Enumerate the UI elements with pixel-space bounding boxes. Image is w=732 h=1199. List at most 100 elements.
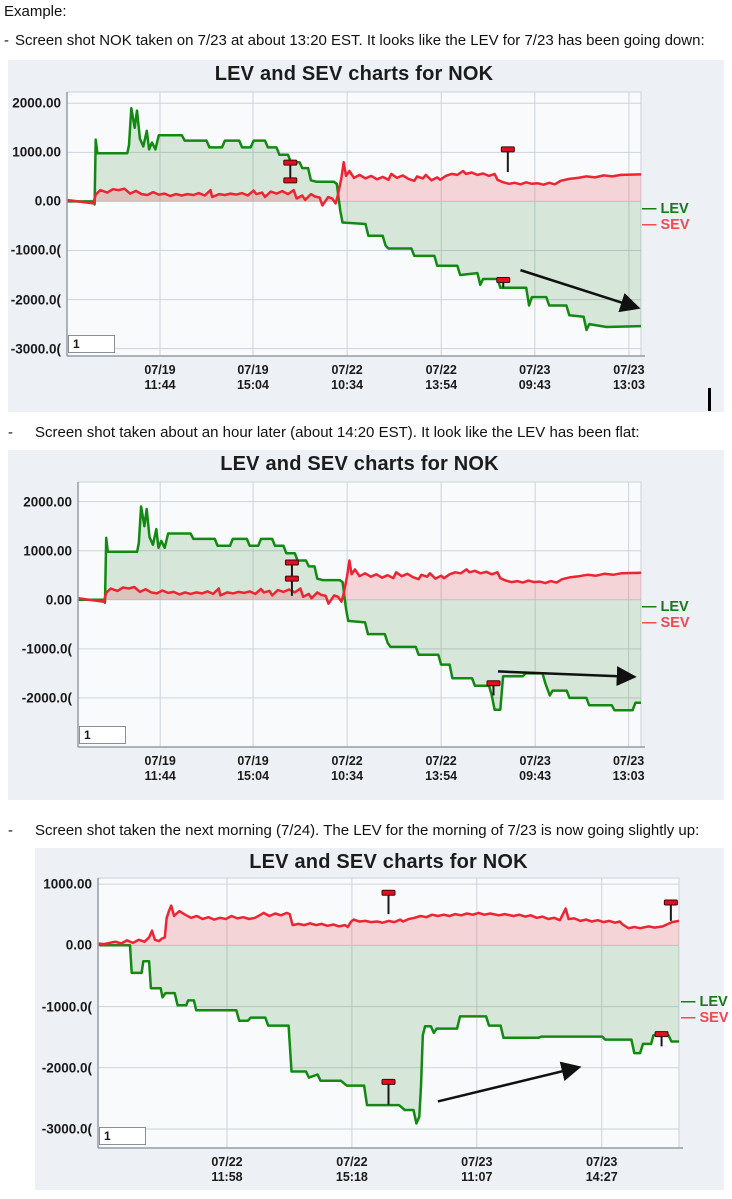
x-tick-date: 07/22 <box>211 1155 243 1169</box>
x-axis-tick: 07/22 13:54 <box>425 754 457 784</box>
sev-legend-label: SEV <box>660 615 690 631</box>
sev-line <box>67 160 641 207</box>
x-tick-date: 07/22 <box>331 754 363 768</box>
x-tick-time: 11:44 <box>144 378 176 392</box>
legend-sev: — SEV <box>642 615 690 631</box>
x-tick-time: 10:34 <box>331 378 364 392</box>
x-tick-date: 07/22 <box>331 363 363 377</box>
x-tick-time: 09:43 <box>519 769 552 783</box>
x-tick-date: 07/23 <box>519 754 551 768</box>
legend-lev: — LEV <box>642 201 690 217</box>
page-number-box[interactable]: 1 <box>79 726 126 744</box>
error-marker-cap <box>381 889 396 896</box>
legend-sev: — SEV <box>642 217 690 233</box>
x-tick-time: 15:04 <box>237 769 270 783</box>
legend-lev: — LEV <box>642 599 690 615</box>
note-1-bullet: - <box>4 32 9 49</box>
sev-legend-label: SEV <box>660 217 690 233</box>
x-axis-tick: 07/23 11:07 <box>461 1155 492 1185</box>
y-axis-label: 1000.00 <box>12 144 61 160</box>
x-axis-tick: 07/19 11:44 <box>145 754 176 784</box>
chart-legend: — LEV — SEV <box>681 994 729 1026</box>
trend-arrow <box>520 268 641 313</box>
lev-legend-label: LEV <box>660 201 689 217</box>
note-2-text: Screen shot taken about an hour later (a… <box>35 424 640 441</box>
sev-line <box>78 559 641 605</box>
plot-area <box>78 482 641 747</box>
chart-plot-svg <box>66 91 645 357</box>
x-tick-time: 11:58 <box>211 1170 243 1184</box>
x-tick-time: 15:04 <box>236 378 269 392</box>
y-axis-label: -1000.0( <box>10 242 61 258</box>
error-marker-cap <box>663 899 678 906</box>
error-marker-cap <box>284 575 299 582</box>
note-3-bullet: - <box>8 822 13 839</box>
chart-legend: — LEV — SEV <box>642 201 690 233</box>
note-1-text: Screen shot NOK taken on 7/23 at about 1… <box>15 32 705 49</box>
lev-sev-chart-1: LEV and SEV charts for NOK 2000.00 1000.0… <box>8 60 724 412</box>
x-axis-tick: 07/22 10:34 <box>331 363 363 393</box>
lev-legend-label: LEV <box>699 994 728 1010</box>
y-axis-label: -1000.0( <box>21 641 72 657</box>
x-tick-date: 07/23 <box>586 1155 618 1169</box>
x-axis-tick: 07/19 11:44 <box>144 363 175 393</box>
chart-legend: — LEV — SEV <box>642 599 690 631</box>
y-axis-label: 0.00 <box>34 193 61 209</box>
x-axis-tick: 07/19 15:04 <box>237 363 269 393</box>
note-2: - Screen shot taken about an hour later … <box>8 424 724 441</box>
y-axis-label: 2000.00 <box>12 95 61 111</box>
x-axis-tick: 07/19 15:04 <box>237 754 269 784</box>
text-cursor <box>708 388 711 411</box>
x-tick-time: 14:27 <box>585 1170 618 1184</box>
trend-arrow <box>497 666 637 687</box>
lev-sev-chart-3: LEV and SEV charts for NOK 1000.00 0.00 -1… <box>35 848 729 1190</box>
error-marker-cap <box>381 1078 396 1085</box>
error-marker-cap <box>284 559 299 566</box>
y-axis-label: 0.00 <box>65 937 92 953</box>
x-axis-tick: 07/23 13:03 <box>613 754 645 784</box>
x-tick-date: 07/22 <box>425 754 457 768</box>
y-axis-label: -3000.0( <box>10 341 61 357</box>
sev-line <box>98 904 679 946</box>
y-axis-label: -2000.0( <box>10 292 61 308</box>
x-tick-date: 07/19 <box>237 363 269 377</box>
x-tick-date: 07/23 <box>461 1155 493 1169</box>
x-tick-date: 07/19 <box>144 754 176 768</box>
lev-fill <box>78 506 641 711</box>
y-axis-label: -1000.0( <box>41 999 92 1015</box>
x-axis-tick: 07/22 11:58 <box>211 1155 242 1185</box>
x-tick-date: 07/22 <box>425 363 457 377</box>
lev-legend-dash-icon: — <box>681 994 696 1010</box>
lev-line <box>98 942 679 1125</box>
lev-sev-chart-2: LEV and SEV charts for NOK 2000.00 1000.0… <box>8 450 724 800</box>
sev-legend-label: SEV <box>699 1010 729 1026</box>
error-marker-cap <box>500 146 515 153</box>
x-axis-tick: 07/23 09:43 <box>519 363 551 393</box>
legend-sev: — SEV <box>681 1010 729 1026</box>
x-axis-tick: 07/23 13:03 <box>613 363 645 393</box>
y-axis-label: 1000.00 <box>23 543 72 559</box>
y-axis-label: -2000.0( <box>21 690 72 706</box>
note-1: - Screen shot NOK taken on 7/23 at about… <box>4 32 724 49</box>
error-marker-cap <box>496 276 511 283</box>
error-marker-cap <box>283 177 298 184</box>
x-tick-date: 07/19 <box>237 754 269 768</box>
x-axis-tick: 07/23 09:43 <box>519 754 551 784</box>
x-tick-time: 11:07 <box>461 1170 493 1184</box>
page-number-box[interactable]: 1 <box>99 1127 146 1145</box>
page-number-box[interactable]: 1 <box>68 335 115 353</box>
note-3-text: Screen shot taken the next morning (7/24… <box>35 822 700 839</box>
note-3: - Screen shot taken the next morning (7/… <box>8 822 724 839</box>
chart-2-title: LEV and SEV charts for NOK <box>220 453 499 475</box>
chart-3-title: LEV and SEV charts for NOK <box>249 851 528 873</box>
x-axis-tick: 07/23 14:27 <box>586 1155 618 1185</box>
x-tick-time: 13:54 <box>425 769 458 783</box>
lev-legend-dash-icon: — <box>642 201 657 217</box>
error-marker-cap <box>654 1031 669 1038</box>
y-axis-label: -3000.0( <box>41 1121 92 1137</box>
x-tick-date: 07/23 <box>519 363 551 377</box>
y-axis-label: 2000.00 <box>23 494 72 510</box>
x-tick-time: 13:03 <box>612 378 645 392</box>
y-axis-label: -2000.0( <box>41 1060 92 1076</box>
x-tick-time: 13:54 <box>425 378 458 392</box>
